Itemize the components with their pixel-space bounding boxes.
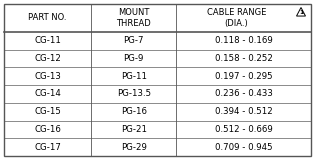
Text: PG-7: PG-7 <box>123 36 144 45</box>
Text: 0.394 - 0.512: 0.394 - 0.512 <box>215 107 272 116</box>
Text: MOUNT
THREAD: MOUNT THREAD <box>116 8 151 28</box>
Text: CG-17: CG-17 <box>34 143 61 152</box>
Text: CG-14: CG-14 <box>34 89 61 99</box>
Text: PG-13.5: PG-13.5 <box>117 89 151 99</box>
Text: 1: 1 <box>299 10 303 15</box>
Text: 0.236 - 0.433: 0.236 - 0.433 <box>215 89 272 99</box>
Text: CG-16: CG-16 <box>34 125 61 134</box>
Text: CG-15: CG-15 <box>34 107 61 116</box>
Polygon shape <box>296 8 306 16</box>
Text: 0.709 - 0.945: 0.709 - 0.945 <box>215 143 272 152</box>
Text: CG-13: CG-13 <box>34 72 61 81</box>
Text: 0.158 - 0.252: 0.158 - 0.252 <box>215 54 272 63</box>
Text: CABLE RANGE
(DIA.): CABLE RANGE (DIA.) <box>207 8 266 28</box>
Text: PG-9: PG-9 <box>123 54 144 63</box>
Text: CG-12: CG-12 <box>34 54 61 63</box>
Text: PG-11: PG-11 <box>121 72 147 81</box>
Text: 0.118 - 0.169: 0.118 - 0.169 <box>215 36 272 45</box>
Text: PG-21: PG-21 <box>121 125 147 134</box>
Text: CG-11: CG-11 <box>34 36 61 45</box>
Text: PG-16: PG-16 <box>121 107 147 116</box>
Text: 0.197 - 0.295: 0.197 - 0.295 <box>215 72 272 81</box>
Text: PG-29: PG-29 <box>121 143 147 152</box>
Text: PART NO.: PART NO. <box>28 13 67 23</box>
Text: 0.512 - 0.669: 0.512 - 0.669 <box>215 125 272 134</box>
